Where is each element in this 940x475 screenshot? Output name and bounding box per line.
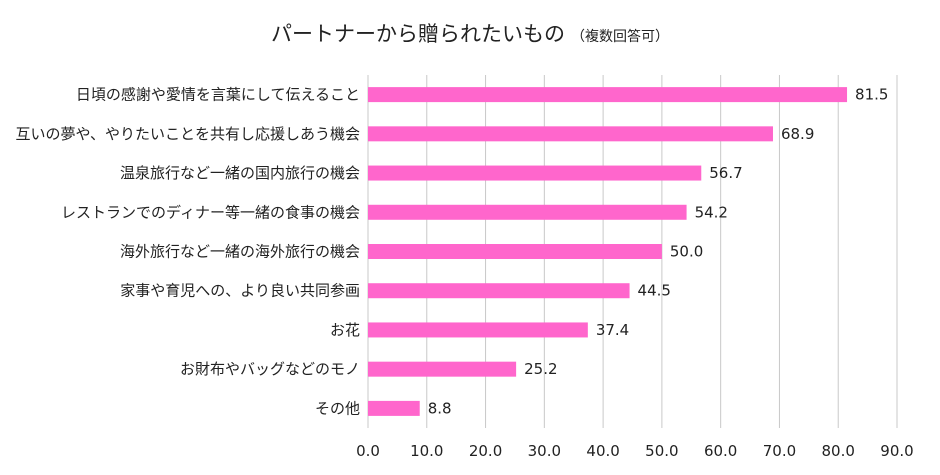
category-label: その他 bbox=[315, 399, 360, 417]
data-label: 81.5 bbox=[855, 86, 888, 104]
x-tick-label: 90.0 bbox=[880, 442, 913, 460]
bar bbox=[368, 165, 702, 181]
bar bbox=[368, 126, 773, 142]
x-tick-label: 10.0 bbox=[410, 442, 443, 460]
category-label: レストランでのディナー等一緒の食事の機会 bbox=[61, 203, 360, 221]
category-label: お財布やバッグなどのモノ bbox=[180, 360, 360, 378]
bar bbox=[368, 400, 420, 416]
bar bbox=[368, 322, 588, 338]
chart-title: パートナーから贈られたいもの （複数回答可） bbox=[0, 18, 940, 48]
x-tick-label: 20.0 bbox=[469, 442, 502, 460]
category-label: 家事や育児への、より良い共同参画 bbox=[120, 282, 360, 300]
data-label: 50.0 bbox=[670, 243, 703, 261]
x-tick-label: 60.0 bbox=[704, 442, 737, 460]
data-label: 68.9 bbox=[781, 125, 814, 143]
category-label: 互いの夢や、やりたいことを共有し応援しあう機会 bbox=[15, 125, 360, 143]
data-label: 8.8 bbox=[428, 399, 452, 417]
category-label: お花 bbox=[330, 321, 360, 339]
x-tick-label: 40.0 bbox=[586, 442, 619, 460]
data-label: 44.5 bbox=[638, 282, 671, 300]
x-tick-label: 30.0 bbox=[528, 442, 561, 460]
chart-title-main: パートナーから贈られたいもの bbox=[271, 22, 565, 46]
bar bbox=[368, 87, 848, 103]
x-tick-label: 50.0 bbox=[645, 442, 678, 460]
bar bbox=[368, 361, 517, 377]
category-label: 日頃の感謝や愛情を言葉にして伝えること bbox=[76, 86, 360, 104]
bar bbox=[368, 204, 687, 220]
bar bbox=[368, 283, 630, 299]
x-tick-label: 70.0 bbox=[763, 442, 796, 460]
bar bbox=[368, 244, 662, 259]
category-label: 温泉旅行など一緒の国内旅行の機会 bbox=[120, 164, 360, 182]
category-label: 海外旅行など一緒の海外旅行の機会 bbox=[120, 243, 360, 261]
data-label: 56.7 bbox=[709, 164, 742, 182]
data-label: 25.2 bbox=[524, 360, 557, 378]
chart-subtitle: （複数回答可） bbox=[571, 29, 669, 45]
x-tick-label: 0.0 bbox=[356, 442, 380, 460]
data-label: 54.2 bbox=[695, 203, 728, 221]
x-tick-label: 80.0 bbox=[822, 442, 855, 460]
data-label: 37.4 bbox=[596, 321, 629, 339]
